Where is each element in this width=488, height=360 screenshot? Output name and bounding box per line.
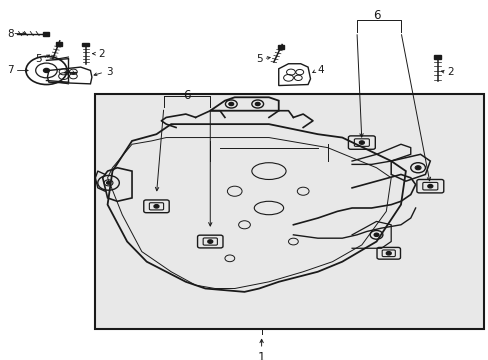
Circle shape	[229, 103, 233, 105]
Circle shape	[106, 181, 110, 184]
Bar	[82, 43, 89, 46]
Circle shape	[415, 166, 419, 169]
Text: 6: 6	[372, 9, 380, 22]
Text: 6: 6	[183, 89, 191, 102]
Text: 5: 5	[255, 54, 262, 64]
Text: 7: 7	[7, 66, 14, 76]
Circle shape	[207, 240, 212, 243]
Text: 3: 3	[106, 67, 113, 77]
Circle shape	[154, 204, 159, 208]
Text: 1: 1	[257, 351, 265, 360]
Bar	[56, 41, 61, 46]
Bar	[433, 55, 440, 59]
Bar	[43, 32, 49, 36]
Circle shape	[255, 103, 259, 105]
Bar	[95, 94, 483, 329]
Text: 4: 4	[317, 66, 324, 76]
Circle shape	[374, 234, 378, 236]
Circle shape	[427, 185, 432, 188]
Bar	[277, 45, 283, 49]
Text: 2: 2	[98, 49, 104, 59]
Circle shape	[386, 252, 390, 255]
Text: 8: 8	[7, 28, 14, 39]
Text: 2: 2	[447, 67, 453, 77]
Text: 5: 5	[35, 54, 41, 64]
Circle shape	[43, 68, 49, 72]
Circle shape	[359, 141, 364, 144]
